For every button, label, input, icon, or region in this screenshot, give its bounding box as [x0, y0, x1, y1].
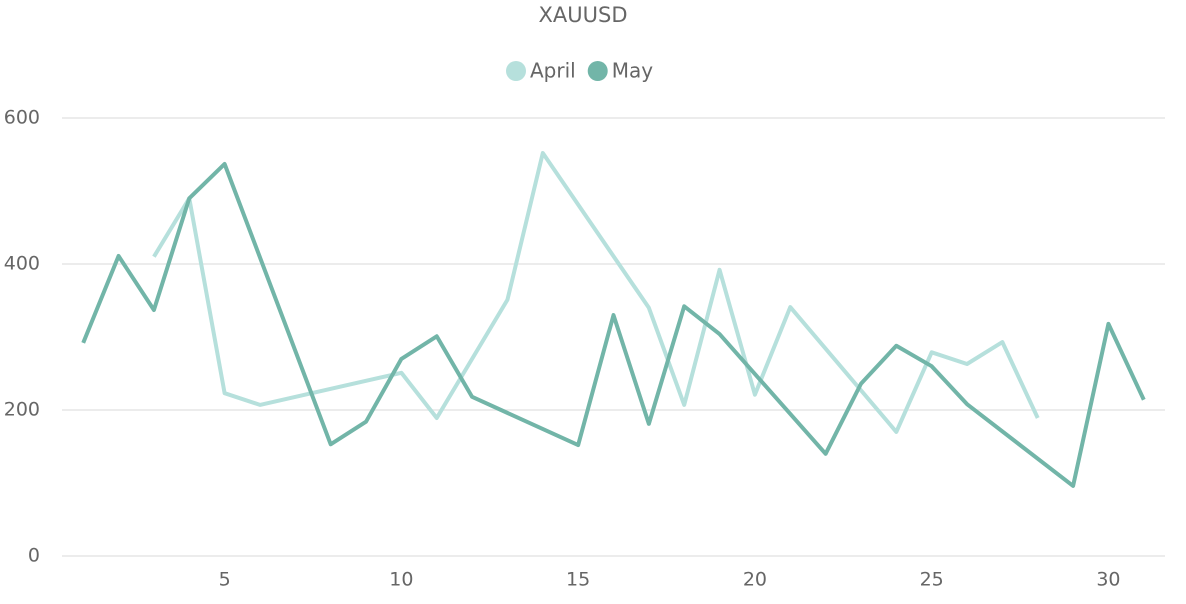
- x-tick-label: 30: [1096, 569, 1120, 591]
- y-tick-label: 0: [28, 545, 40, 567]
- x-tick-label: 20: [743, 569, 767, 591]
- y-tick-label: 200: [4, 399, 40, 421]
- legend-marker: [506, 61, 526, 81]
- x-tick-label: 5: [219, 569, 231, 591]
- y-tick-label: 400: [4, 253, 40, 275]
- y-tick-label: 600: [4, 107, 40, 129]
- series-line: [152, 151, 1040, 434]
- legend-label: April: [530, 59, 576, 83]
- legend-label: May: [612, 59, 654, 83]
- legend-marker: [587, 61, 608, 81]
- legend: April May: [506, 59, 653, 83]
- x-tick-label: 15: [566, 569, 590, 591]
- chart-title: XAUUSD: [539, 3, 628, 27]
- x-tick-label: 10: [389, 569, 413, 591]
- x-tick-label: 25: [920, 569, 944, 591]
- series-line: [81, 161, 1146, 488]
